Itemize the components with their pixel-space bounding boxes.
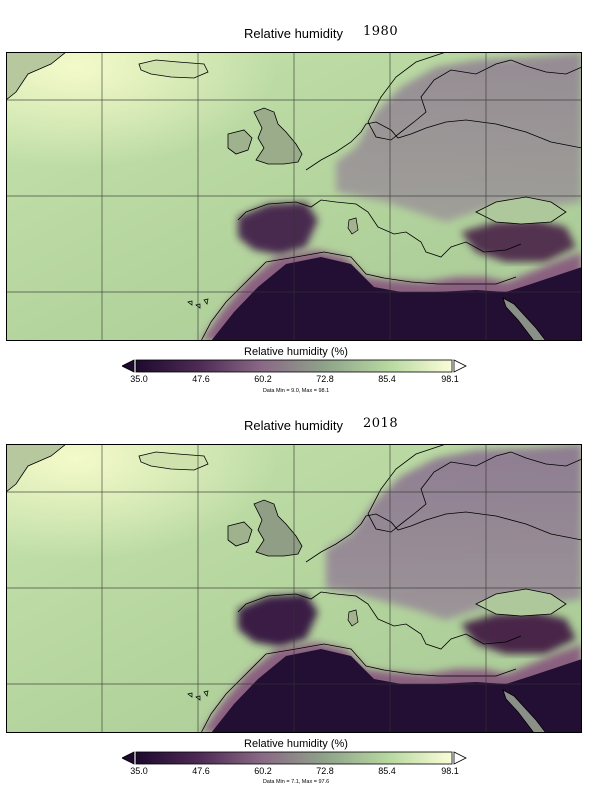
colorbar-min-arrow xyxy=(121,359,135,373)
colorbar-tick: 60.2 xyxy=(254,374,272,384)
data-range-note: Data Min = 9.0, Max = 98.1 xyxy=(262,388,330,394)
sardinia xyxy=(347,217,359,235)
iceland xyxy=(138,59,209,79)
panel-title: Relative humidity xyxy=(244,418,343,433)
colorbar-tick: 35.0 xyxy=(130,766,148,776)
black-sea-coast xyxy=(475,196,567,225)
dry-iberia xyxy=(238,202,318,255)
dry-iberia xyxy=(238,594,318,647)
colorbar-tick: 98.1 xyxy=(441,374,459,384)
colorbar-tick: 72.8 xyxy=(316,766,334,776)
colorbar-max-arrow xyxy=(453,751,467,765)
greenland xyxy=(6,52,67,101)
graticule xyxy=(6,444,582,733)
colorbar-tick: 35.0 xyxy=(130,374,148,384)
great-britain xyxy=(253,499,303,557)
colorbar-ramp xyxy=(135,751,453,765)
colorbar xyxy=(121,751,468,765)
map-frame xyxy=(6,52,582,341)
colorbar-max-arrow xyxy=(453,359,467,373)
humidity-map xyxy=(6,444,582,733)
colorbar-label: Relative humidity (%) xyxy=(244,738,348,750)
panel-year: 1980 xyxy=(363,24,399,39)
colorbar-label: Relative humidity (%) xyxy=(244,346,348,358)
great-britain xyxy=(253,107,303,165)
europe-coast xyxy=(305,119,582,171)
colorbar-tick: 60.2 xyxy=(254,766,272,776)
desert-core xyxy=(211,649,582,733)
colorbar-tick: 85.4 xyxy=(378,374,396,384)
black-sea-coast xyxy=(475,588,567,617)
desert-core xyxy=(211,257,582,341)
map-frame xyxy=(6,444,582,733)
colorbar-tick: 47.6 xyxy=(192,374,210,384)
panel-title: Relative humidity xyxy=(244,26,343,41)
scandinavia xyxy=(367,444,582,533)
scandinavia xyxy=(367,52,582,141)
red-sea xyxy=(502,689,547,733)
colorbar-tick: 98.1 xyxy=(441,766,459,776)
data-range-note: Data Min = 7.1, Max = 97.6 xyxy=(262,779,330,785)
panel-title-row: Relative humidity 2018 xyxy=(0,416,592,434)
colorbar-tick: 72.8 xyxy=(316,374,334,384)
north-africa-coast xyxy=(200,251,517,341)
iceland xyxy=(138,451,209,471)
colorbar-tick: 85.4 xyxy=(378,766,396,776)
europe-coast xyxy=(305,511,582,563)
ireland xyxy=(227,521,253,547)
panel-year: 2018 xyxy=(363,416,399,431)
north-africa-coast xyxy=(200,643,517,733)
mediterranean-coast xyxy=(237,591,522,650)
colorbar-ramp xyxy=(135,359,453,373)
mediterranean-coast xyxy=(237,199,522,258)
colorbar xyxy=(121,359,468,373)
colorbar-min-arrow xyxy=(121,751,135,765)
humidity-map xyxy=(6,52,582,341)
graticule xyxy=(6,52,582,341)
red-sea xyxy=(502,297,547,341)
panel-title-row: Relative humidity 1980 xyxy=(0,24,592,42)
greenland xyxy=(6,444,67,493)
landmass-europe xyxy=(336,52,582,222)
sardinia xyxy=(347,609,359,627)
colorbar-tick: 47.6 xyxy=(192,766,210,776)
ireland xyxy=(227,129,253,155)
